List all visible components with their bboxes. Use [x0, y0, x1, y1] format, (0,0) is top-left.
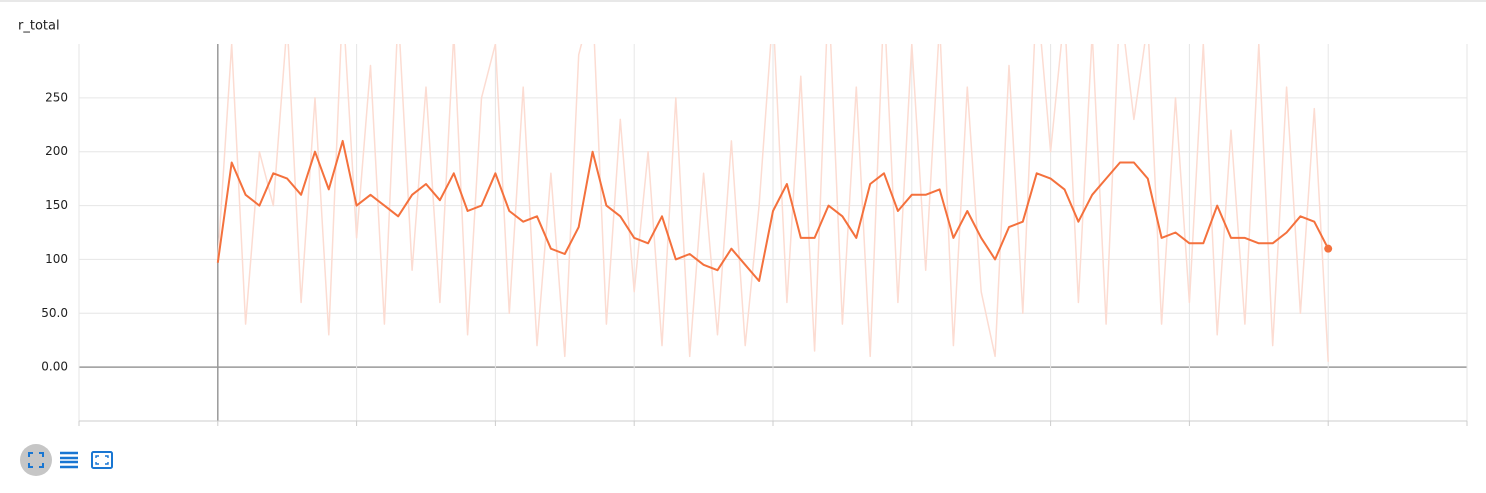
data-selection-button[interactable]: [58, 444, 80, 476]
expand-button[interactable]: [20, 444, 52, 476]
last-point: [1324, 244, 1333, 253]
y-tick-label: 50.0: [41, 306, 68, 320]
series-line: [217, 44, 1329, 362]
toolbar: [20, 444, 118, 476]
y-tick-label: 0.00: [41, 360, 68, 374]
series-line: [216, 139, 1330, 282]
y-tick-label: 250: [45, 90, 68, 104]
list-icon: [60, 451, 78, 469]
top-border: [0, 0, 1486, 2]
chart: r_total 0.00 50.0 100 150 200 250: [18, 19, 1468, 426]
fit-icon: [91, 451, 113, 469]
y-tick-label: 150: [45, 198, 68, 212]
expand-icon: [28, 452, 44, 468]
y-tick-label: 100: [45, 252, 68, 266]
y-tick-label: 200: [45, 144, 68, 158]
fit-domain-button[interactable]: [86, 444, 118, 476]
chart-title: r_total: [18, 19, 60, 34]
